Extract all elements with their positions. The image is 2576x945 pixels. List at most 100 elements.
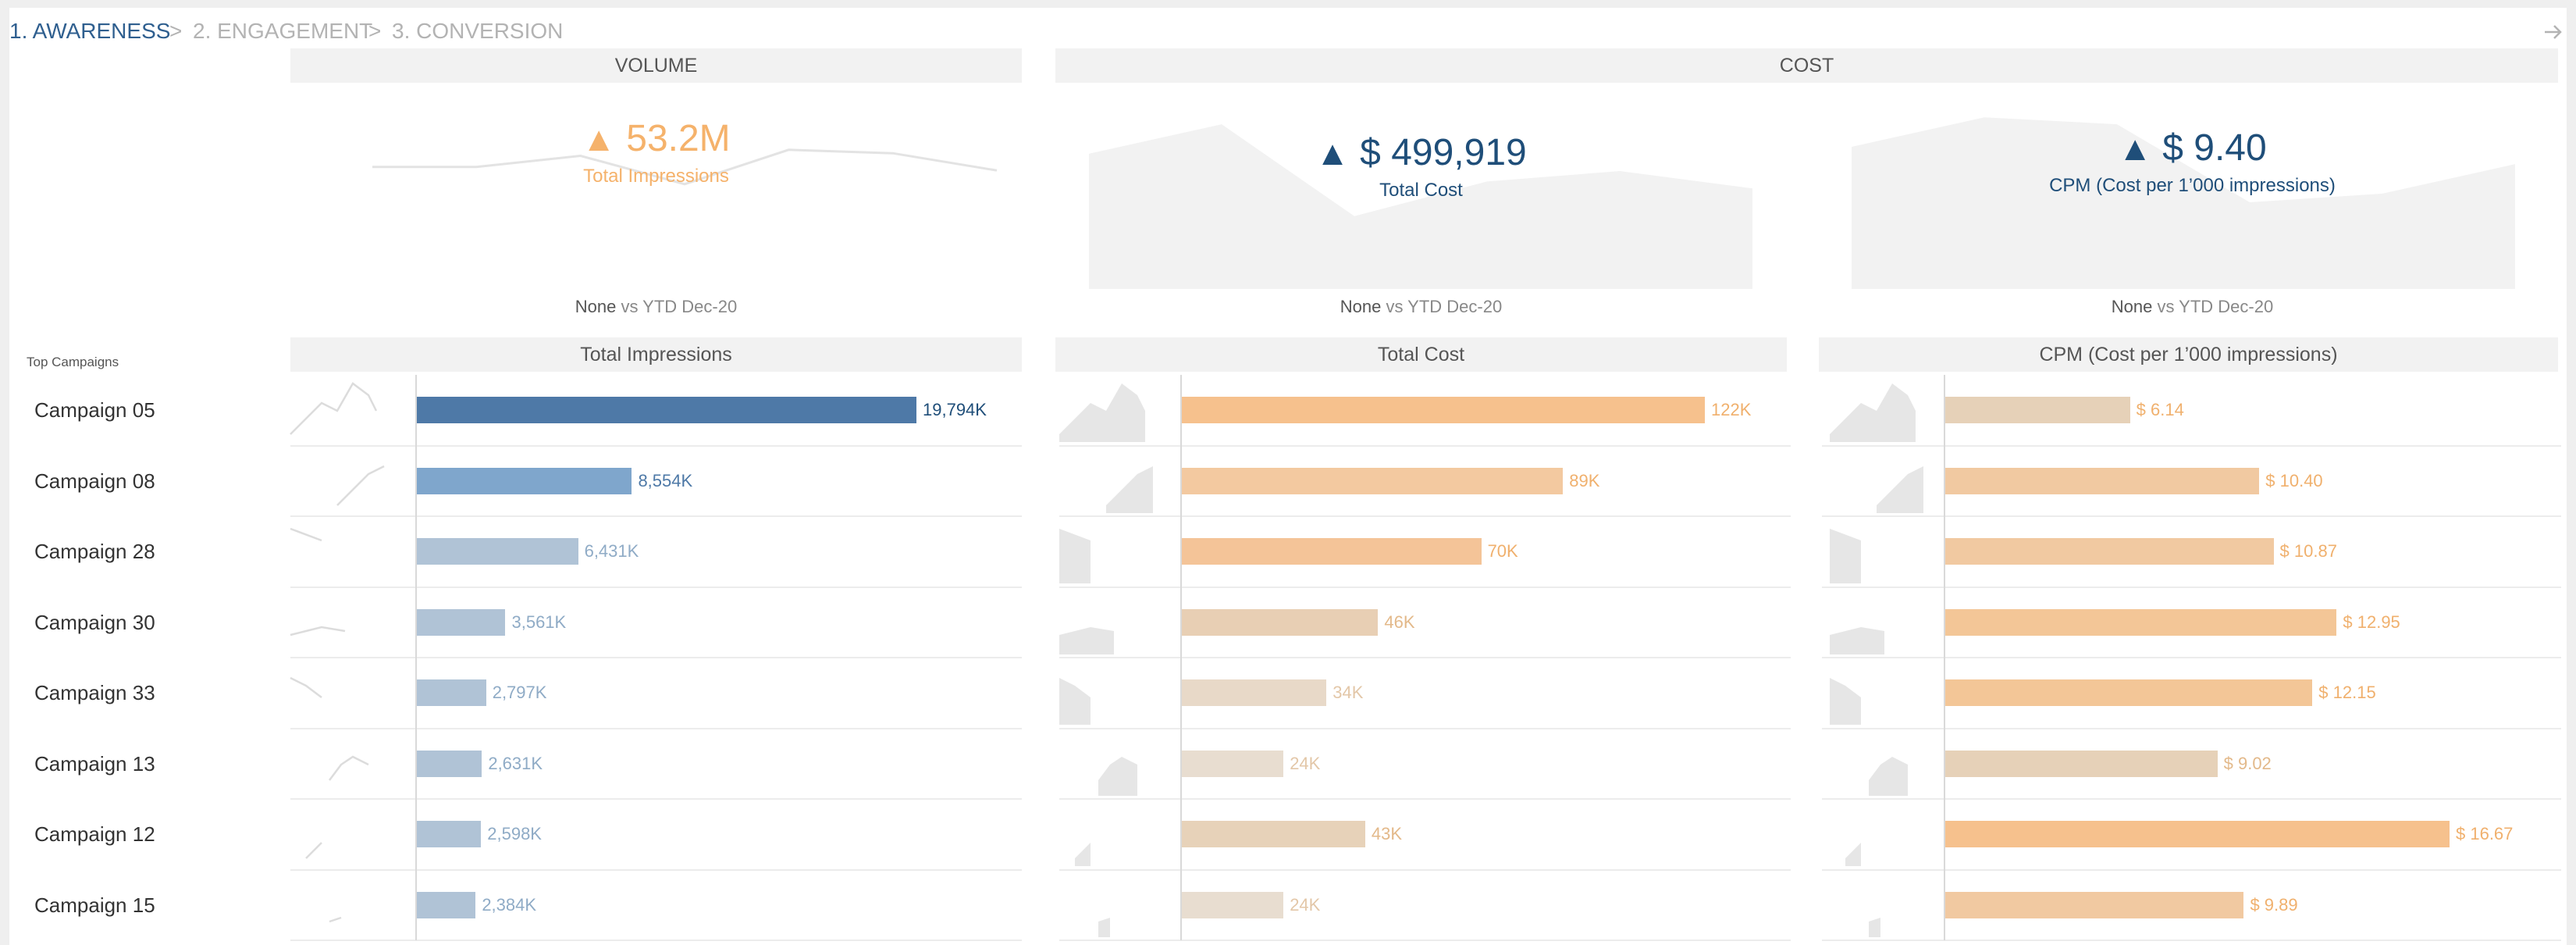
campaign-name: Campaign 33 [34, 681, 155, 705]
cost-row-sparkline [1106, 465, 1153, 513]
cpm-bar[interactable] [1944, 750, 2218, 777]
cpm-bar-label: $ 10.40 [2265, 470, 2323, 490]
cost-row-sparkline [1059, 383, 1145, 442]
cost-bar-label: 24K [1290, 753, 1321, 773]
column-header-cost: Total Cost [1055, 337, 1787, 372]
trend-up-icon: ▲ [582, 120, 616, 159]
row-divider [290, 727, 1022, 729]
row-divider [1822, 868, 2561, 871]
arrow-right-icon[interactable] [2543, 22, 2564, 42]
cost-row-sparkline [1075, 843, 1091, 866]
row-divider [1059, 940, 1791, 941]
impressions-bar[interactable] [415, 608, 506, 636]
impressions-bar[interactable] [415, 750, 482, 777]
impressions-trend-line [372, 148, 998, 186]
breadcrumb-awareness[interactable]: 1. AWARENESS [9, 19, 171, 43]
row-divider [1822, 515, 2561, 517]
kpi-impressions-number: 53.2M [626, 118, 731, 159]
row-sparkline-line [290, 527, 322, 542]
impressions-bar-label: 2,598K [487, 824, 542, 844]
cpm-bar[interactable] [1944, 467, 2260, 494]
row-sparkline-area [1075, 843, 1091, 866]
campaign-name: Campaign 12 [34, 822, 155, 847]
breadcrumb-engagement[interactable]: 2. ENGAGEMENT [193, 19, 373, 43]
breadcrumb-conversion[interactable]: 3. CONVERSION [392, 19, 564, 43]
cost-bar[interactable] [1180, 891, 1284, 918]
impressions-bar-label: 3,561K [511, 612, 567, 632]
cpm-bar[interactable] [1944, 608, 2337, 636]
campaign-name: Campaign 15 [34, 893, 155, 917]
row-sparkline-area [1830, 383, 1916, 442]
row-sparkline-line [305, 842, 322, 859]
row-divider [1059, 657, 1791, 658]
impressions-row-sparkline [329, 755, 369, 781]
cost-bar-label: 122K [1711, 400, 1752, 420]
impressions-bar[interactable] [415, 538, 578, 565]
row-divider [290, 798, 1022, 800]
cpm-row-sparkline [1869, 756, 1908, 796]
row-divider [1059, 444, 1791, 447]
cpm-bar[interactable] [1944, 679, 2313, 707]
cost-bar-label: 70K [1487, 541, 1518, 562]
cpm-bar[interactable] [1944, 538, 2274, 565]
kpi-total-cost-label: Total Cost [1379, 180, 1463, 201]
cost-row-sparkline [1059, 529, 1091, 583]
row-sparkline-line [290, 626, 346, 636]
row-sparkline-area [1098, 756, 1137, 796]
cpm-row-sparkline [1845, 843, 1861, 866]
kpi-impressions: ▲ 53.2M Total Impressions [290, 117, 1022, 203]
kpi-cpm-label: CPM (Cost per 1’000 impressions) [2049, 175, 2336, 196]
row-sparkline-area [1098, 917, 1110, 937]
impressions-bar[interactable] [415, 679, 486, 707]
cpm-bar[interactable] [1944, 397, 2130, 424]
cpm-bar[interactable] [1944, 891, 2244, 918]
cost-trend-area [1089, 124, 1752, 289]
row-sparkline-area [1877, 465, 1923, 513]
cost-bar[interactable] [1180, 821, 1365, 848]
kpi-cpm-number: $ 9.40 [2162, 127, 2267, 169]
cost-bar[interactable] [1180, 397, 1705, 424]
cpm-bar-label: $ 9.02 [2223, 753, 2272, 773]
cost-bar-label: 89K [1569, 470, 1600, 490]
cpm-row-sparkline [1869, 917, 1880, 937]
cost-row-sparkline [1098, 917, 1110, 937]
row-sparkline-line [329, 755, 369, 781]
cost-axis-line [1180, 375, 1182, 940]
cost-bar[interactable] [1180, 608, 1379, 636]
cost-bar-label: 34K [1332, 683, 1364, 703]
row-sparkline-line [329, 916, 342, 922]
cost-bar[interactable] [1180, 467, 1564, 494]
breadcrumb-separator: > [368, 19, 382, 43]
impressions-bar-label: 8,554K [638, 470, 693, 490]
cpm-bar-label: $ 6.14 [2136, 400, 2184, 420]
impressions-row-sparkline [305, 842, 322, 859]
row-divider [290, 515, 1022, 517]
impressions-bar-label: 2,797K [492, 683, 547, 703]
cost-bar[interactable] [1180, 538, 1482, 565]
cost-bar-label: 24K [1290, 894, 1321, 915]
row-sparkline-area [1106, 465, 1153, 513]
row-sparkline-area [1830, 529, 1861, 583]
cpm-bar-label: $ 10.87 [2279, 541, 2337, 562]
impressions-bar-label: 19,794K [923, 400, 987, 420]
column-header-cpm: CPM (Cost per 1’000 impressions) [1819, 337, 2558, 372]
campaign-name: Campaign 05 [34, 398, 155, 423]
cost-trend-area-shape [1089, 124, 1752, 289]
cpm-bar[interactable] [1944, 821, 2450, 848]
row-sparkline-area [1869, 756, 1908, 796]
impressions-bar[interactable] [415, 397, 916, 424]
kpi-cpm-comparison: None vs YTD Dec-20 [2111, 297, 2274, 316]
impressions-bar[interactable] [415, 821, 482, 848]
row-divider [1822, 940, 2561, 941]
cost-bar[interactable] [1180, 679, 1327, 707]
row-sparkline-area [1830, 626, 1884, 654]
row-divider [1059, 868, 1791, 871]
kpi-total-cost-value: ▲ $ 499,919 [1055, 131, 1787, 174]
cost-bar[interactable] [1180, 750, 1284, 777]
impressions-bar[interactable] [415, 467, 632, 494]
row-divider [290, 868, 1022, 871]
cost-bar-label: 43K [1371, 824, 1402, 844]
impressions-bar[interactable] [415, 891, 476, 918]
impressions-row-sparkline [336, 465, 385, 506]
impressions-row-sparkline [290, 527, 322, 542]
